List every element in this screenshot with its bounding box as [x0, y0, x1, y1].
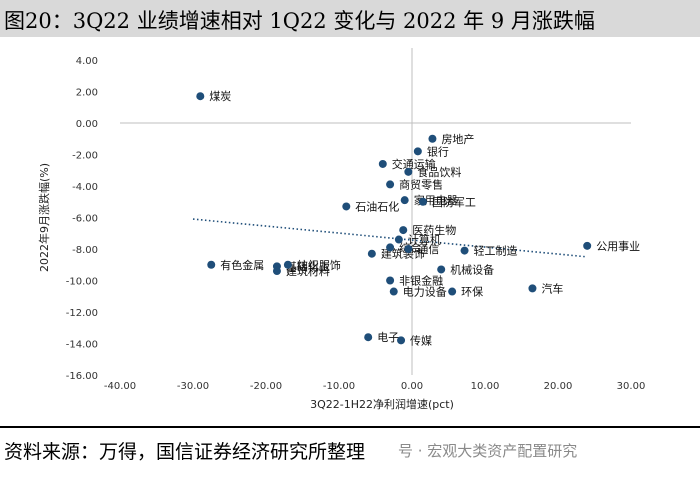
data-point-label: 交通运输: [392, 157, 436, 171]
data-point: [386, 180, 395, 189]
scatter-chart: -40.00 -30.00 -20.00 -10.00 0.00 10.00 20.00 30…: [37, 48, 646, 411]
footer-divider: [0, 426, 700, 428]
data-point: [413, 147, 422, 156]
data-point: [272, 267, 281, 276]
data-point-label: 计算机: [408, 233, 441, 247]
y-tick-label: -2.00: [72, 151, 98, 162]
x-axis-title: 3Q22-1H22净利润增速(pct): [310, 397, 454, 411]
data-point-label: 有色金属: [220, 258, 264, 272]
data-point: [460, 246, 469, 255]
data-point-label: 商贸零售: [399, 177, 443, 191]
data-point-label: 非银金融: [399, 274, 443, 288]
y-tick-label: 0.00: [76, 119, 98, 130]
data-point-label: 公用事业: [596, 240, 640, 253]
data-point-label: 建筑材料: [286, 264, 330, 278]
y-tick-label: -8.00: [72, 245, 98, 256]
x-tick-label: -30.00: [177, 381, 209, 392]
y-tick-label: 2.00: [76, 88, 98, 99]
data-point: [386, 276, 395, 285]
data-point-label: 石油石化: [355, 199, 399, 213]
data-point-label: 煤炭: [209, 90, 231, 103]
data-point-label: 纺织服饰: [297, 258, 341, 272]
source-note: 资料来源：万得，国信证券经济研究所整理: [4, 441, 366, 463]
y-tick-label: -16.00: [66, 371, 98, 382]
y-tick-label: -14.00: [66, 340, 98, 351]
data-point-label: 机械设备: [450, 262, 494, 276]
data-point: [400, 196, 409, 205]
data-point: [207, 260, 216, 269]
data-point-label: 轻工制造: [474, 244, 518, 258]
x-tick-label: 30.00: [617, 381, 646, 392]
data-point: [283, 260, 292, 269]
data-point-label: 传媒: [410, 334, 432, 347]
data-point: [386, 243, 395, 252]
data-point: [418, 197, 427, 206]
x-tick-label: 10.00: [471, 381, 500, 392]
title-bar: 图20：3Q22 业绩增速相对 1Q22 变化与 2022 年 9 月涨跌幅: [0, 0, 700, 37]
x-tick-label: -20.00: [250, 381, 282, 392]
data-point-label: 基础化工: [286, 259, 330, 273]
data-point: [583, 241, 592, 250]
data-point: [448, 287, 457, 296]
data-point-label: 电子: [377, 331, 399, 344]
figure-title: 图20：3Q22 业绩增速相对 1Q22 变化与 2022 年 9 月涨跌幅: [4, 9, 595, 33]
data-point-label: 房地产: [441, 132, 474, 146]
data-point-label: 食品饮料: [417, 165, 461, 179]
data-point-label: 通信: [417, 243, 439, 256]
data-point-label: 环保: [461, 285, 483, 299]
y-tick-label: -4.00: [72, 182, 98, 193]
x-tick-label: 0.00: [401, 381, 423, 392]
data-point: [378, 159, 387, 168]
y-tick-label: -12.00: [66, 308, 98, 319]
y-axis-title: 2022年9月涨跌幅(%): [37, 163, 51, 272]
data-point-label: 汽车: [541, 281, 563, 295]
x-tick-label: -10.00: [323, 381, 355, 392]
data-point: [404, 245, 413, 253]
data-point: [428, 134, 437, 143]
data-point-label: 医药生物: [412, 223, 456, 237]
data-point: [394, 235, 403, 244]
data-point: [342, 202, 351, 211]
data-point: [399, 226, 408, 235]
data-point-label: 国防军工: [432, 195, 476, 209]
data-point: [528, 284, 537, 293]
data-point: [404, 167, 413, 176]
data-point: [196, 92, 205, 101]
x-tick-label: -40.00: [104, 381, 136, 392]
y-tick-label: 4.00: [76, 56, 98, 67]
x-tick-label: 20.00: [544, 381, 573, 392]
data-point-label: 电力设备: [403, 285, 447, 299]
y-tick-label: -10.00: [66, 277, 98, 288]
data-point: [367, 249, 376, 258]
data-point: [364, 333, 373, 342]
data-point: [389, 287, 398, 296]
y-tick-label: -6.00: [72, 214, 98, 225]
data-point-label: 银行: [427, 144, 449, 158]
data-point: [397, 336, 406, 345]
watermark: 号 · 宏观大类资产配置研究: [398, 442, 578, 460]
data-point: [437, 265, 446, 274]
